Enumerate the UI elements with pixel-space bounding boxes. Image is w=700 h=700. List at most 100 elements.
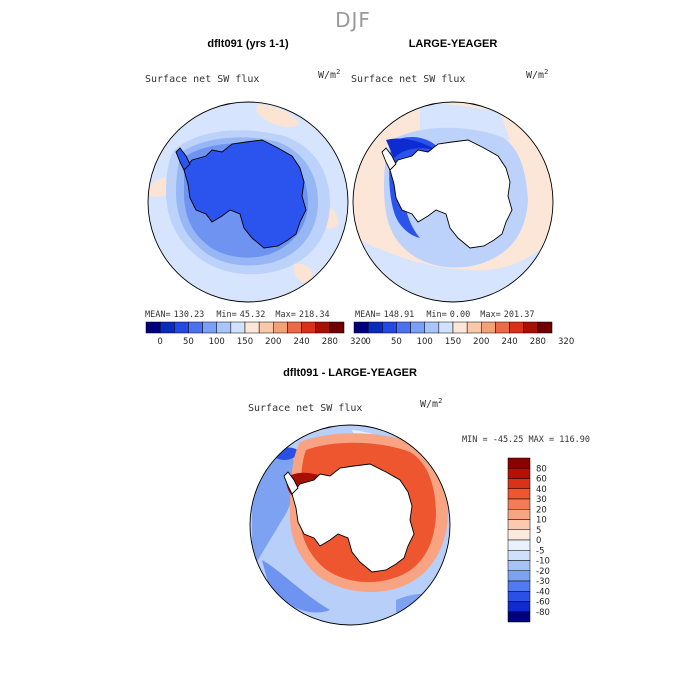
colorbar-diff-tick-label: -30 [536, 577, 550, 587]
panel-right: LARGE-YEAGER Surface net SW flux W/m2 ME… [351, 38, 574, 347]
panel-left-stats: MEAN= 130.23 Min= 45.32 Max= 218.34 [145, 310, 330, 320]
map-diff-peninsula [283, 471, 299, 495]
colorbar-diff-tick-label: 30 [536, 495, 547, 505]
colorbar-left-swatch [273, 321, 288, 334]
panel-diff-units-base: W/m [420, 399, 438, 410]
map-diff-antarctica [291, 463, 415, 573]
colorbar-right-swatch [452, 321, 468, 334]
map-right-ring-strong-2 [386, 138, 436, 158]
colorbar-diff-tick-label: 20 [536, 505, 547, 515]
colorbar-diff-tick-label: -80 [536, 608, 550, 618]
colorbar-left-swatch [202, 321, 217, 334]
colorbar-left-swatch [244, 321, 260, 334]
colorbar-right-swatch [509, 321, 524, 334]
panel-left-max: 218.34 [299, 310, 330, 320]
colorbar-right-swatch [466, 321, 482, 334]
colorbar-diff-swatch [507, 601, 531, 612]
map-right-antarctica [389, 139, 513, 249]
panel-right-title: LARGE-YEAGER [409, 38, 498, 50]
map-left-antarctica [183, 139, 307, 249]
panel-right-max-label: Max= [480, 310, 500, 320]
panel-left-title: dflt091 (yrs 1-1) [207, 38, 289, 50]
colorbar-left-swatch [258, 321, 274, 334]
colorbar-right: 0 50 100 150 200 240 280 320 [353, 321, 574, 347]
colorbar-diff-tick-label: -40 [536, 587, 550, 597]
colorbar-left-swatch [230, 321, 246, 334]
panel-diff-variable: Surface net SW flux [248, 403, 362, 414]
panel-left-units-exp: 2 [336, 68, 340, 76]
colorbar-diff-tick-label: -60 [536, 598, 550, 608]
colorbar-left-swatch [159, 321, 175, 334]
colorbar-left-swatch [174, 321, 189, 334]
colorbar-left-tick-label: 50 [183, 337, 194, 347]
colorbar-diff-swatch [507, 550, 531, 561]
colorbar-diff-swatch [507, 560, 531, 571]
panel-left-min: 45.32 [240, 310, 266, 320]
colorbar-diff-swatch [507, 468, 531, 479]
colorbar-diff-swatch [507, 611, 531, 623]
map-left-border [147, 101, 349, 303]
panel-right-map [353, 102, 553, 302]
colorbar-right-tick-label: 100 [417, 337, 433, 347]
colorbar-left-swatch [188, 321, 203, 334]
panel-right-max: 201.37 [504, 310, 535, 320]
colorbar-left-tick-label: 280 [322, 337, 338, 347]
map-diff-border [249, 424, 451, 626]
colorbar-right-tick-label: 320 [558, 337, 574, 347]
map-left-peninsula [175, 147, 191, 171]
colorbar-left-tick-label: 240 [293, 337, 309, 347]
panel-left-units-base: W/m [318, 70, 336, 81]
panel-left-mean-label: MEAN= [145, 310, 171, 320]
colorbar-diff-tick-label: -10 [536, 557, 550, 567]
colorbar-right-swatch [481, 321, 496, 334]
panel-left-map [148, 102, 348, 302]
colorbar-right-tick-label: 280 [530, 337, 546, 347]
colorbar-diff-tick-label: 80 [536, 464, 547, 474]
panel-diff-units: W/m2 [420, 397, 442, 410]
panel-right-mean: 148.91 [384, 310, 415, 320]
colorbar-right-swatch [424, 321, 440, 334]
colorbar-left: 0 50 100 150 200 240 280 320 [145, 321, 366, 347]
colorbar-right-tick-label: 240 [501, 337, 517, 347]
panel-left-mean: 130.23 [174, 310, 205, 320]
panel-right-min-label: Min= [426, 310, 446, 320]
colorbar-right-swatch [523, 321, 539, 334]
colorbar-left-tick-label: 100 [209, 337, 225, 347]
panel-right-units-exp: 2 [544, 68, 548, 76]
panel-right-min: 0.00 [450, 310, 470, 320]
panel-diff-title: dflt091 - LARGE-YEAGER [283, 367, 417, 379]
colorbar-right-swatch [438, 321, 454, 334]
colorbar-left-swatch [315, 321, 331, 334]
panel-diff-units-exp: 2 [438, 397, 442, 405]
panel-left: dflt091 (yrs 1-1) Surface net SW flux W/… [145, 38, 366, 347]
colorbar-left-swatch [216, 321, 232, 334]
colorbar-diff-tick-label: 0 [536, 536, 541, 546]
panel-left-units: W/m2 [318, 68, 340, 81]
season-title: DJF [335, 8, 371, 32]
panel-left-max-label: Max= [275, 310, 295, 320]
panel-left-min-label: Min= [216, 310, 236, 320]
panel-diff-minmax: MIN = -45.25 MAX = 116.90 [462, 435, 590, 445]
colorbar-right-tick-label: 0 [365, 337, 370, 347]
colorbar-right-tick-label: 50 [391, 337, 402, 347]
colorbar-diff-swatch [507, 529, 531, 541]
colorbar-diff-swatch [507, 580, 531, 592]
colorbar-diff-tick-label: 60 [536, 475, 547, 485]
colorbar-left-swatch [301, 321, 316, 334]
colorbar-right-tick-label: 150 [445, 337, 461, 347]
colorbar-diff-swatch [507, 457, 531, 469]
colorbar-left-swatch [145, 321, 161, 334]
panel-left-variable: Surface net SW flux [145, 74, 259, 85]
colorbar-left-tick-label: 0 [157, 337, 162, 347]
colorbar-diff-swatch [507, 570, 531, 582]
colorbar-diff-swatch [507, 478, 531, 489]
panel-right-units: W/m2 [526, 68, 548, 81]
colorbar-diff-swatch [507, 519, 531, 530]
colorbar-diff-tick-label: 40 [536, 485, 547, 495]
panel-diff: dflt091 - LARGE-YEAGER Surface net SW fl… [248, 367, 590, 626]
colorbar-left-tick-label: 150 [237, 337, 253, 347]
panel-diff-map [250, 425, 450, 625]
colorbar-left-swatch [287, 321, 302, 334]
panel-right-units-base: W/m [526, 70, 544, 81]
